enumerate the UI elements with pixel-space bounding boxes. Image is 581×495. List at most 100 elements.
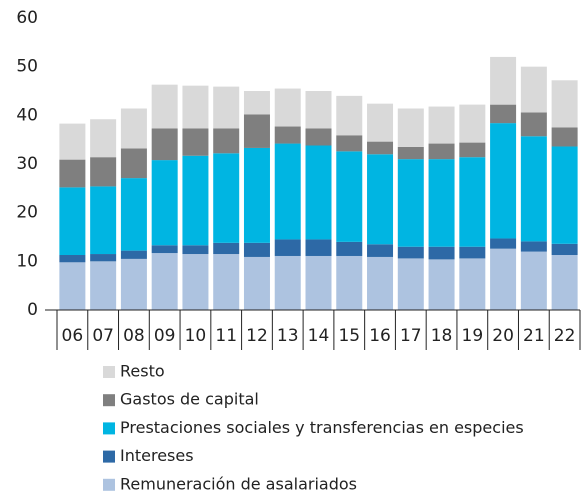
bar-segment — [213, 86, 240, 129]
bar-segment — [213, 128, 240, 154]
bar-segment — [59, 187, 86, 256]
bar-segment — [182, 85, 209, 129]
x-tick-label: 19 — [462, 326, 484, 346]
x-tick-label: 08 — [123, 326, 145, 346]
bar-segment — [367, 103, 394, 142]
bar-segment — [90, 186, 117, 255]
bar-segment — [182, 245, 209, 255]
bar-segment — [274, 126, 301, 144]
bar-segment — [520, 66, 547, 113]
bar-segment — [151, 253, 178, 310]
bar-segment — [182, 128, 209, 156]
bar-segment — [367, 154, 394, 245]
bar-segment — [459, 157, 486, 247]
bar-segment — [305, 91, 332, 129]
bar-segment — [305, 145, 332, 240]
bar-segment — [243, 242, 270, 257]
bar-segment — [120, 250, 147, 259]
bar-segment — [59, 255, 86, 263]
legend-label: Resto — [120, 362, 165, 381]
legend-label: Gastos de capital — [120, 390, 259, 409]
bar-segment — [428, 246, 455, 260]
legend-swatch — [103, 450, 115, 463]
bar-segment — [182, 254, 209, 310]
bar-segment — [397, 108, 424, 147]
bar-segment — [428, 143, 455, 160]
bar-segment — [551, 80, 578, 128]
bar-segment — [274, 255, 301, 310]
x-tick-label: 06 — [62, 326, 84, 346]
bar-segment — [90, 254, 117, 262]
bar-segment — [551, 243, 578, 256]
bar-segment — [428, 106, 455, 144]
bar-segment — [213, 254, 240, 310]
bar-segment — [367, 256, 394, 310]
bar-segment — [151, 84, 178, 129]
x-tick-label: 16 — [369, 326, 391, 346]
y-tick-label: 10 — [16, 251, 38, 271]
x-tick-label: 17 — [400, 326, 422, 346]
y-tick-label: 0 — [27, 300, 38, 320]
x-tick-label: 22 — [554, 326, 576, 346]
bar-segment — [305, 128, 332, 146]
bar-segment — [551, 127, 578, 147]
bar-segment — [90, 157, 117, 187]
bar-segment — [151, 245, 178, 254]
bar-segment — [274, 88, 301, 127]
bar-segment — [59, 159, 86, 188]
bar-segment — [182, 155, 209, 246]
legend-label: Prestaciones sociales y transferencias e… — [120, 418, 524, 437]
bar-segment — [551, 146, 578, 244]
bar-segment — [243, 256, 270, 310]
legend-label: Intereses — [120, 446, 194, 465]
bar-segment — [336, 255, 363, 310]
bar-segment — [397, 246, 424, 259]
x-tick-label: 14 — [308, 326, 330, 346]
bar-segment — [243, 114, 270, 148]
bar-segment — [367, 244, 394, 257]
bar-segment — [336, 95, 363, 136]
bar-segment — [120, 148, 147, 179]
x-tick-label: 18 — [431, 326, 453, 346]
bar-segment — [397, 146, 424, 160]
bar-segment — [490, 248, 517, 310]
bar-segment — [305, 239, 332, 256]
x-tick-label: 09 — [154, 326, 176, 346]
y-tick-label: 20 — [16, 203, 38, 223]
bar-segment — [274, 239, 301, 256]
bar-segment — [59, 123, 86, 160]
bar-segment — [120, 108, 147, 149]
bar-segment — [397, 159, 424, 247]
bar-segment — [459, 258, 486, 310]
bar-segment — [428, 159, 455, 247]
bar-segment — [459, 142, 486, 158]
bar-segment — [520, 251, 547, 310]
bar-segment — [520, 241, 547, 252]
x-tick-label: 15 — [338, 326, 360, 346]
bar-segment — [120, 258, 147, 310]
bar-segment — [305, 255, 332, 310]
legend-swatch — [103, 394, 115, 407]
x-tick-label: 11 — [215, 326, 237, 346]
x-tick-label: 20 — [492, 326, 514, 346]
bar-segment — [336, 151, 363, 242]
x-tick-label: 13 — [277, 326, 299, 346]
bar-segment — [520, 112, 547, 137]
bar-segment — [151, 128, 178, 161]
bar-segment — [490, 123, 517, 239]
y-tick-label: 60 — [16, 8, 38, 28]
bar-segment — [151, 160, 178, 246]
bar-segment — [520, 136, 547, 242]
legend-label: Remuneración de asalariados — [120, 474, 357, 493]
bar-segment — [459, 104, 486, 143]
legend-swatch — [103, 478, 115, 491]
bar-segment — [336, 241, 363, 256]
y-tick-label: 40 — [16, 105, 38, 125]
bar-segment — [336, 135, 363, 152]
bar-segment — [274, 143, 301, 240]
bar-segment — [551, 255, 578, 310]
x-tick-label: 07 — [92, 326, 114, 346]
bar-segment — [490, 238, 517, 249]
bar-segment — [367, 141, 394, 155]
bar-segment — [90, 119, 117, 158]
